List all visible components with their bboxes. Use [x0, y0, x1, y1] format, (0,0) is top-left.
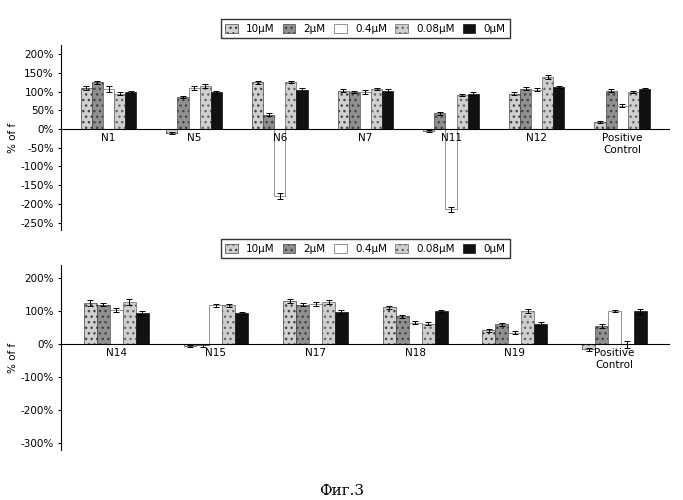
Bar [252, 82, 263, 129]
Bar [114, 94, 125, 129]
Bar [296, 304, 309, 344]
Bar [606, 90, 617, 129]
Bar [125, 92, 137, 129]
Bar [337, 90, 349, 129]
Bar [594, 122, 606, 129]
Bar [167, 129, 178, 133]
Text: Фиг.3: Фиг.3 [319, 484, 364, 498]
Bar [223, 306, 236, 344]
Bar [210, 306, 223, 344]
Bar [542, 77, 553, 129]
Bar [197, 344, 210, 346]
Bar [184, 344, 197, 346]
Bar [123, 302, 136, 344]
Bar [110, 310, 123, 344]
Bar [421, 324, 434, 344]
Bar [81, 88, 92, 129]
Bar [434, 114, 445, 129]
Bar [521, 310, 534, 344]
Bar [608, 311, 621, 344]
Bar [84, 303, 97, 344]
Bar [285, 82, 296, 129]
Bar [322, 302, 335, 344]
Bar [595, 326, 608, 344]
Bar [283, 302, 296, 344]
Bar [349, 92, 360, 129]
Bar [371, 88, 382, 129]
Bar [136, 313, 149, 344]
Bar [199, 86, 211, 129]
Legend: 10μM, 2μM, 0.4μM, 0.08μM, 0μM: 10μM, 2μM, 0.4μM, 0.08μM, 0μM [221, 240, 510, 258]
Bar [383, 308, 396, 344]
Bar [617, 106, 628, 129]
Bar [296, 90, 307, 129]
Bar [408, 323, 421, 344]
Bar [263, 115, 275, 129]
Bar [309, 304, 322, 344]
Bar [531, 90, 542, 129]
Bar [335, 312, 348, 344]
Bar [396, 316, 408, 344]
Bar [628, 92, 639, 129]
Bar [275, 129, 285, 196]
Bar [97, 304, 110, 344]
Bar [445, 129, 457, 210]
Bar [434, 311, 447, 344]
Bar [639, 88, 650, 129]
Bar [360, 92, 371, 129]
Bar [211, 92, 222, 129]
Bar [509, 94, 520, 129]
Bar [495, 324, 508, 344]
Bar [553, 87, 564, 129]
Y-axis label: % of f: % of f [8, 342, 18, 372]
Bar [520, 88, 531, 129]
Bar [534, 324, 547, 344]
Bar [178, 98, 189, 129]
Y-axis label: % of f: % of f [8, 122, 18, 152]
Bar [468, 94, 479, 129]
Bar [508, 332, 521, 344]
Legend: 10μM, 2μM, 0.4μM, 0.08μM, 0μM: 10μM, 2μM, 0.4μM, 0.08μM, 0μM [221, 20, 510, 38]
Bar [236, 313, 249, 344]
Bar [189, 88, 199, 129]
Bar [423, 129, 434, 131]
Bar [92, 82, 103, 129]
Bar [482, 330, 495, 344]
Bar [382, 90, 393, 129]
Bar [103, 88, 114, 129]
Bar [456, 94, 468, 129]
Bar [582, 344, 595, 349]
Bar [634, 311, 647, 344]
